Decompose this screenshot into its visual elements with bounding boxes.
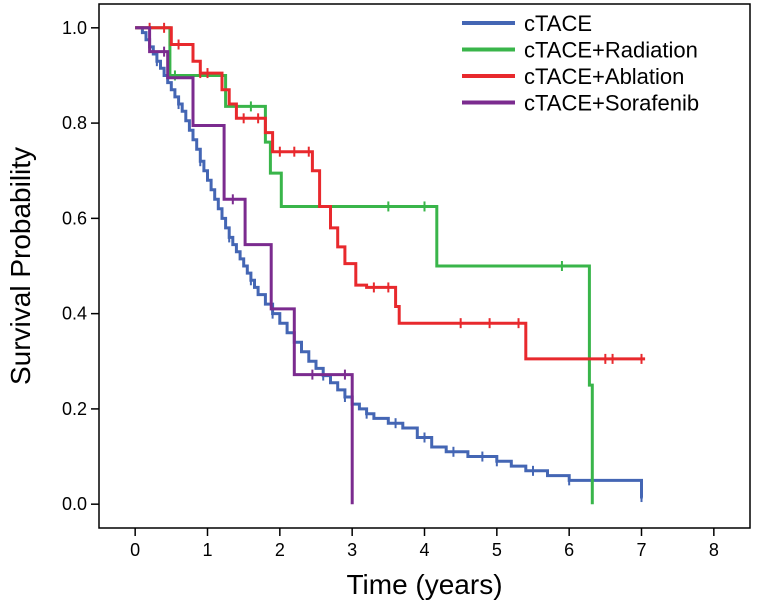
x-tick-label: 4 — [419, 540, 429, 560]
y-tick-label: 0.2 — [62, 399, 87, 419]
series-layer — [135, 22, 646, 505]
y-tick-label: 0.4 — [62, 304, 87, 324]
series-2 — [135, 22, 646, 364]
y-tick-label: 0.6 — [62, 208, 87, 228]
y-tick-label: 0.0 — [62, 494, 87, 514]
series-line — [135, 26, 646, 361]
legend-label: cTACE — [524, 11, 592, 36]
y-tick-label: 1.0 — [62, 18, 87, 38]
legend: cTACEcTACE+RadiationcTACE+AblationcTACE+… — [462, 11, 699, 116]
x-tick-label: 6 — [564, 540, 574, 560]
series-3 — [135, 26, 354, 505]
x-axis-ticks: 0 1 2 3 4 5 6 7 8 — [130, 528, 719, 560]
x-tick-label: 1 — [202, 540, 212, 560]
y-tick-label: 0.8 — [62, 113, 87, 133]
x-tick-label: 5 — [492, 540, 502, 560]
x-axis-label: Time (years) — [346, 569, 502, 600]
y-axis-label: Survival Probability — [5, 147, 36, 385]
legend-label: cTACE+Ablation — [524, 64, 684, 89]
x-tick-label: 3 — [347, 540, 357, 560]
x-tick-label: 2 — [275, 540, 285, 560]
y-axis-ticks: 0.0 0.2 0.4 0.6 0.8 1.0 — [62, 18, 99, 514]
series-line — [135, 26, 354, 505]
series-0 — [135, 26, 643, 503]
legend-label: cTACE+Sorafenib — [524, 91, 699, 116]
x-tick-label: 0 — [130, 540, 140, 560]
legend-label: cTACE+Radiation — [524, 38, 698, 63]
x-tick-label: 8 — [709, 540, 719, 560]
x-tick-label: 7 — [636, 540, 646, 560]
